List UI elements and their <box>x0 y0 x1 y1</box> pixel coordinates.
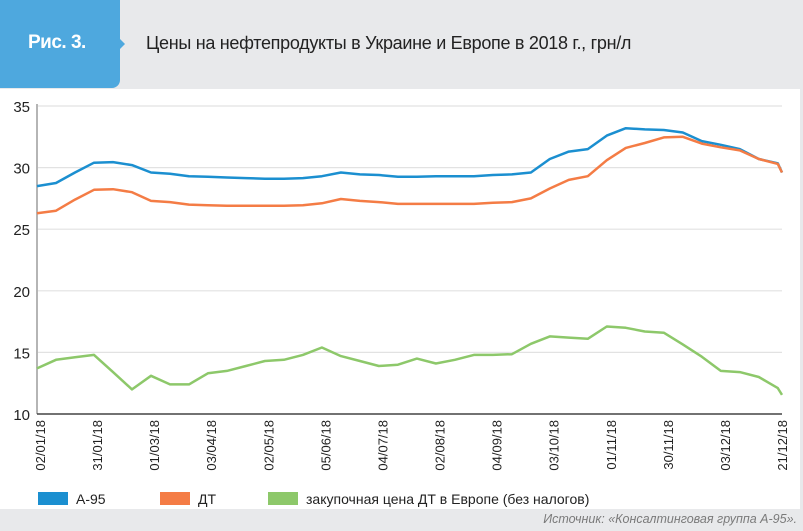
y-tick-label: 20 <box>13 284 30 301</box>
x-tick-label: 31/01/18 <box>90 420 105 471</box>
figure-label: Рис. 3. <box>28 32 86 53</box>
x-tick-label: 01/11/18 <box>604 420 619 470</box>
x-tick-label: 03/10/18 <box>547 420 562 471</box>
x-tick-label: 01/03/18 <box>147 420 162 471</box>
y-tick-label: 25 <box>13 222 30 239</box>
legend-label: А-95 <box>76 491 106 507</box>
source-note: Источник: «Консалтинговая группа А-95». <box>543 512 797 526</box>
legend-label: ДТ <box>198 491 216 507</box>
legend-swatch <box>268 492 298 505</box>
y-tick-label: 15 <box>13 345 30 362</box>
x-tick-label: 30/11/18 <box>661 420 676 470</box>
series-line-3 <box>36 325 784 396</box>
figure-badge: Рис. 3. <box>0 0 120 88</box>
y-tick-label: 35 <box>13 99 30 116</box>
x-tick-label: 02/08/18 <box>433 420 448 471</box>
x-tick-label: 03/12/18 <box>718 420 733 471</box>
badge-arrow-icon <box>118 37 125 51</box>
chart-title: Цены на нефтепродукты в Украине и Европе… <box>146 33 632 53</box>
x-tick-label: 03/04/18 <box>204 420 219 471</box>
series-line-1 <box>36 126 784 188</box>
x-tick-label: 21/12/18 <box>775 420 790 471</box>
x-tick-label: 02/01/18 <box>33 420 48 471</box>
x-tick-label: 02/05/18 <box>261 420 276 471</box>
x-tick-label: 04/09/18 <box>490 420 505 471</box>
y-tick-label: 30 <box>13 161 30 178</box>
legend-swatch <box>160 492 190 505</box>
chart-panel <box>0 89 800 509</box>
header: Рис. 3. Цены на нефтепродукты в Украине … <box>0 0 803 88</box>
series-line-2 <box>36 135 784 215</box>
y-tick-label: 10 <box>13 407 30 424</box>
x-tick-label: 05/06/18 <box>318 420 333 471</box>
x-tick-label: 04/07/18 <box>375 420 390 471</box>
legend-label: закупочная цена ДТ в Европе (без налогов… <box>306 491 589 507</box>
legend-swatch <box>38 492 68 505</box>
